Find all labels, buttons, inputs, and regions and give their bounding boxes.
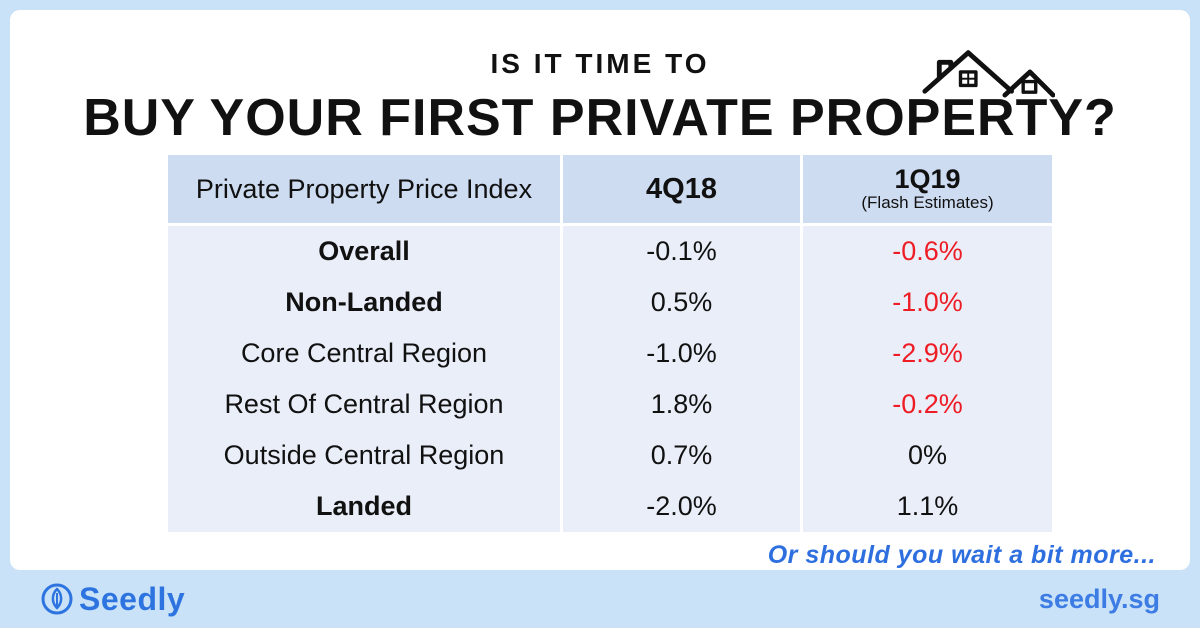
row-label: Outside Central Region <box>223 440 505 470</box>
column-header-1q19-label: 1Q19 <box>894 163 961 194</box>
value-1q19: -1.0% <box>800 277 1052 328</box>
value-1q19: -0.2% <box>800 379 1052 430</box>
column-header-1q19: 1Q19 (Flash Estimates) <box>800 155 1052 223</box>
price-index-table: Private Property Price Index 4Q18 1Q19 (… <box>168 155 1052 532</box>
row-label: Landed <box>315 491 412 521</box>
row-label: Rest Of Central Region <box>224 389 504 419</box>
subtitle: IS IT TIME TO <box>490 48 710 79</box>
value-4q18: 1.8% <box>560 379 800 430</box>
row-label: Non-Landed <box>285 287 443 317</box>
row-label: Overall <box>318 236 410 266</box>
table-header-row: Private Property Price Index 4Q18 1Q19 (… <box>168 155 1052 223</box>
value-1q19: 0% <box>800 430 1052 481</box>
content-card: IS IT TIME TO BUY YOUR FIRST PRIVATE PRO… <box>10 10 1190 570</box>
value-1q19: -2.9% <box>800 328 1052 379</box>
value-4q18: -1.0% <box>560 328 800 379</box>
value-4q18: -2.0% <box>560 481 800 532</box>
seedly-leaf-icon <box>41 583 73 615</box>
row-label: Core Central Region <box>240 338 488 368</box>
value-1q19: 1.1% <box>800 481 1052 532</box>
value-1q19: -0.6% <box>800 226 1052 277</box>
tagline: Or should you wait a bit more... <box>767 541 1156 569</box>
table-row: Overall -0.1% -0.6% <box>168 226 1052 277</box>
seedly-logo: Seedly <box>40 581 185 618</box>
column-header-1q19-note: (Flash Estimates) <box>861 193 994 213</box>
main-title: BUY YOUR FIRST PRIVATE PROPERTY? <box>83 89 1117 147</box>
table-row: Rest Of Central Region 1.8% -0.2% <box>168 379 1052 430</box>
table-row: Outside Central Region 0.7% 0% <box>168 430 1052 481</box>
value-4q18: 0.7% <box>560 430 800 481</box>
column-header-index: Private Property Price Index <box>195 173 533 204</box>
house-icon <box>922 50 1055 98</box>
footer-bar: Seedly PROPERTY TALKS seedly.sg <box>0 570 1200 628</box>
value-4q18: 0.5% <box>560 277 800 328</box>
site-link[interactable]: seedly.sg <box>1038 583 1160 614</box>
table-row: Landed -2.0% 1.1% <box>168 481 1052 532</box>
brand-name: Seedly <box>79 580 186 617</box>
column-header-4q18: 4Q18 <box>560 155 800 223</box>
table-row: Non-Landed 0.5% -1.0% <box>168 277 1052 328</box>
value-4q18: -0.1% <box>560 226 800 277</box>
table-row: Core Central Region -1.0% -2.9% <box>168 328 1052 379</box>
